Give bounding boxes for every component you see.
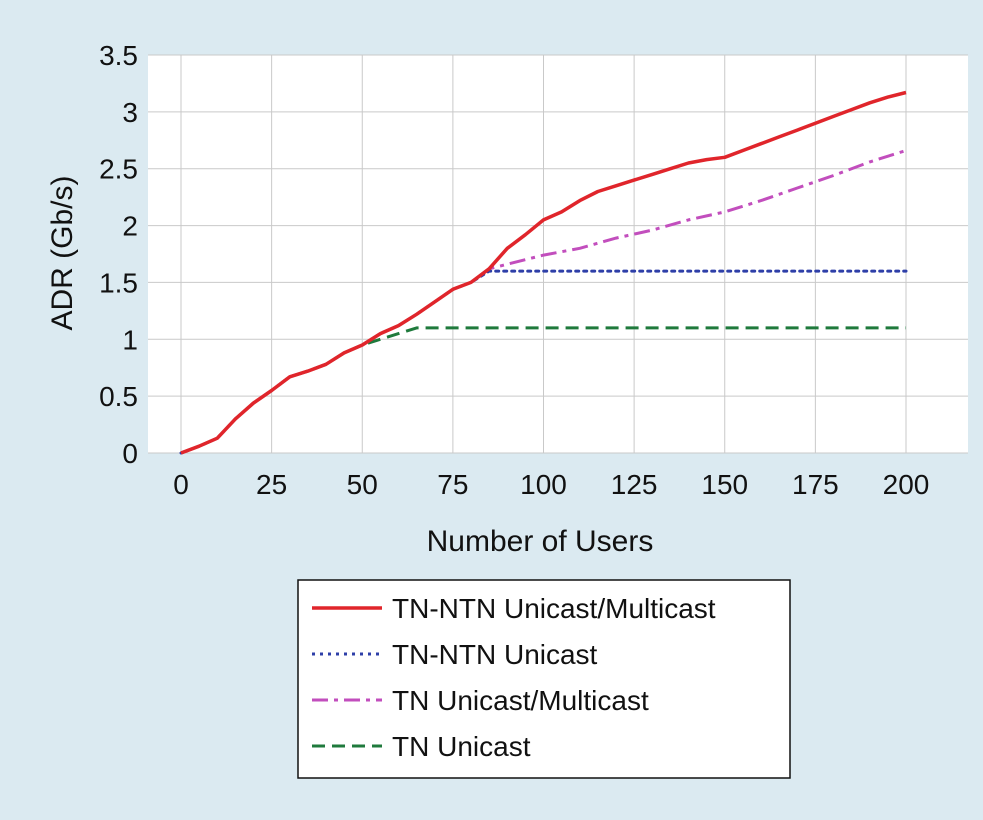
y-axis-label: ADR (Gb/s) — [46, 175, 79, 330]
legend-label: TN-NTN Unicast/Multicast — [392, 593, 716, 624]
grid — [148, 54, 968, 454]
x-axis-ticks: 0 25 50 75 100 125 150 175 200 — [173, 469, 929, 500]
y-tick-label: 2 — [122, 211, 138, 242]
plot-area — [148, 55, 968, 453]
y-tick-label: 1.5 — [99, 267, 138, 298]
x-tick-label: 150 — [701, 469, 748, 500]
legend: TN-NTN Unicast/Multicast TN-NTN Unicast TN… — [297, 579, 791, 779]
legend-items: TN-NTN Unicast/Multicast TN-NTN Unicast TN… — [312, 593, 716, 762]
y-tick-label: 3.5 — [99, 40, 138, 71]
x-tick-label: 175 — [792, 469, 839, 500]
legend-label: TN Unicast — [392, 731, 531, 762]
y-tick-label: 2.5 — [99, 154, 138, 185]
y-tick-label: 1 — [122, 324, 138, 355]
y-tick-label: 0.5 — [99, 381, 138, 412]
x-tick-label: 75 — [437, 469, 468, 500]
x-tick-label: 200 — [883, 469, 930, 500]
x-tick-label: 100 — [520, 469, 567, 500]
y-tick-label: 3 — [122, 97, 138, 128]
legend-label: TN Unicast/Multicast — [392, 685, 649, 716]
x-tick-label: 0 — [173, 469, 189, 500]
series-line — [180, 90, 907, 455]
series-line — [179, 269, 908, 455]
x-axis-label: Number of Users — [427, 525, 654, 558]
x-tick-label: 50 — [347, 469, 378, 500]
y-tick-label: 0 — [122, 438, 138, 469]
legend-label: TN-NTN Unicast — [392, 639, 598, 670]
x-tick-label: 125 — [611, 469, 658, 500]
series-lines — [179, 90, 908, 455]
y-axis-ticks: 0 0.5 1 1.5 2 2.5 3 3.5 — [99, 40, 138, 469]
x-tick-label: 25 — [256, 469, 287, 500]
